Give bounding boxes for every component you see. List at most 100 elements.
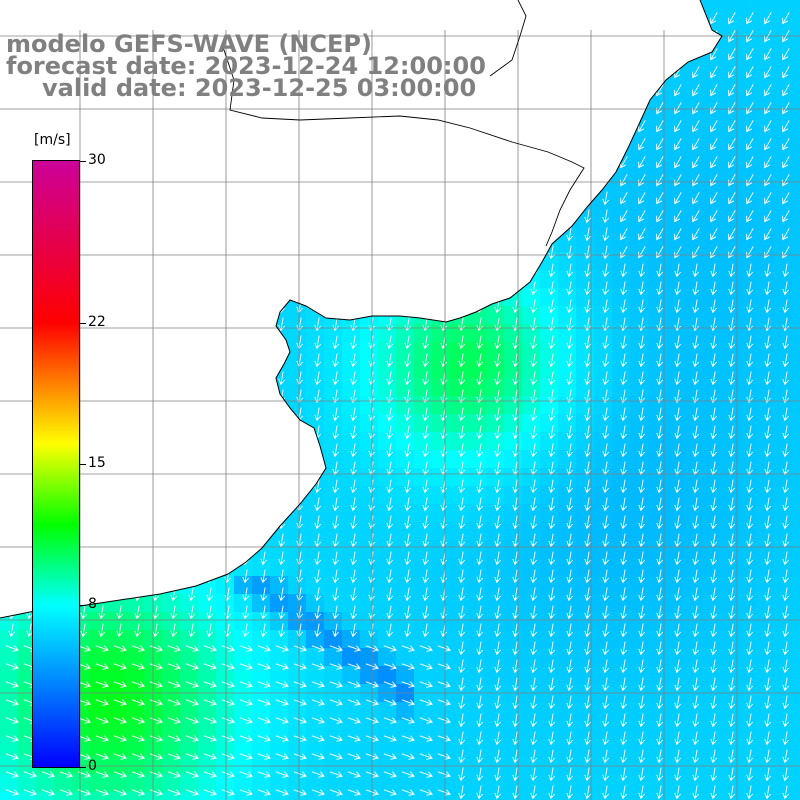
wind-arrow	[530, 281, 538, 296]
field-cell	[450, 486, 469, 505]
wind-arrow	[167, 753, 181, 760]
wind-arrow	[602, 281, 610, 296]
wind-arrow	[203, 753, 217, 760]
wind-arrow	[221, 699, 235, 706]
field-cell	[414, 738, 433, 757]
wind-arrow	[656, 785, 664, 800]
field-cell	[432, 558, 451, 577]
wind-arrow	[419, 663, 433, 670]
wind-arrow	[314, 371, 322, 386]
field-cell	[648, 720, 667, 739]
wind-arrow	[386, 389, 394, 404]
wind-arrow	[674, 281, 682, 296]
wind-arrow	[638, 389, 646, 404]
field-cell	[324, 648, 343, 667]
wind-arrow	[386, 551, 394, 566]
field-cell	[450, 774, 469, 793]
field-cell	[738, 0, 757, 19]
field-cell	[306, 774, 325, 793]
wind-arrow	[764, 407, 772, 422]
field-cell	[270, 792, 289, 800]
field-cell	[666, 252, 685, 271]
wind-arrow	[602, 479, 610, 494]
field-cell	[360, 558, 379, 577]
field-cell	[306, 522, 325, 541]
wind-arrow	[656, 605, 664, 620]
wind-arrow	[710, 695, 718, 710]
wind-arrow	[293, 681, 307, 688]
wind-arrow	[764, 641, 772, 656]
field-cell	[774, 108, 793, 127]
wind-arrow	[167, 663, 181, 670]
wind-arrow	[5, 753, 19, 760]
field-cell	[540, 414, 559, 433]
field-cell	[432, 594, 451, 613]
field-cell	[648, 360, 667, 379]
wind-arrow	[113, 735, 127, 742]
field-cell	[666, 792, 685, 800]
wind-arrow	[350, 443, 358, 458]
field-cell	[774, 792, 793, 800]
field-cell	[576, 324, 595, 343]
field-cell	[720, 126, 739, 145]
field-cell	[666, 540, 685, 559]
wind-arrow	[638, 156, 646, 169]
field-cell	[558, 288, 577, 307]
wind-arrow	[131, 789, 145, 796]
field-cell	[180, 594, 199, 613]
wind-arrow	[764, 263, 772, 278]
field-cell	[720, 288, 739, 307]
wind-arrow	[5, 645, 19, 652]
field-cell	[468, 342, 487, 361]
field-cell	[594, 450, 613, 469]
field-cell	[540, 702, 559, 721]
wind-arrow	[530, 749, 538, 764]
field-cell	[360, 720, 379, 739]
field-cell	[594, 558, 613, 577]
field-cell	[702, 90, 721, 109]
wind-arrow	[566, 623, 574, 638]
field-cell	[360, 468, 379, 487]
field-cell	[234, 648, 253, 667]
wind-arrow	[710, 192, 718, 205]
wind-arrow	[620, 515, 628, 530]
wind-arrow	[476, 641, 484, 656]
wind-arrow	[728, 84, 736, 97]
field-cell	[576, 432, 595, 451]
wind-arrow	[548, 335, 556, 350]
field-cell	[414, 540, 433, 559]
wind-arrow	[419, 645, 433, 652]
wind-arrow	[476, 695, 484, 710]
field-cell	[738, 648, 757, 667]
wind-arrow	[314, 407, 322, 422]
field-cell	[756, 324, 775, 343]
wind-arrow	[782, 587, 790, 602]
field-cell	[450, 414, 469, 433]
field-cell	[738, 288, 757, 307]
field-cell	[666, 702, 685, 721]
wind-arrow	[383, 789, 397, 796]
border-path	[221, 43, 585, 247]
wind-arrow	[95, 771, 109, 778]
wind-arrow	[728, 120, 736, 133]
wind-arrow	[746, 551, 754, 566]
field-cell	[216, 612, 235, 631]
field-cell	[468, 558, 487, 577]
wind-arrow	[728, 443, 736, 458]
wind-arrow	[224, 623, 232, 638]
field-cell	[432, 414, 451, 433]
wind-arrow	[167, 771, 181, 778]
wind-arrow	[116, 605, 124, 620]
field-cell	[684, 288, 703, 307]
field-cell	[414, 378, 433, 397]
wind-arrow	[764, 713, 772, 728]
field-cell	[576, 342, 595, 361]
wind-arrow	[746, 210, 754, 223]
field-cell	[558, 450, 577, 469]
wind-arrow	[80, 605, 88, 620]
wind-arrow	[257, 717, 271, 724]
wind-arrow	[257, 681, 271, 688]
field-cell	[522, 288, 541, 307]
field-cell	[558, 504, 577, 523]
field-cell	[648, 468, 667, 487]
